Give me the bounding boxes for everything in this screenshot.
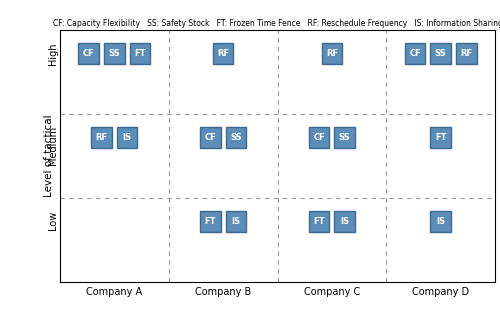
Text: SS: SS [108,49,120,58]
Text: CF: CF [83,49,94,58]
Text: Medium: Medium [48,126,58,166]
FancyBboxPatch shape [430,211,451,232]
Text: IS: IS [340,217,349,226]
Text: CF: CF [204,133,216,142]
Text: RF: RF [217,49,229,58]
Text: FT: FT [204,217,216,226]
Text: SS: SS [339,133,350,142]
Text: Low: Low [48,210,58,229]
FancyBboxPatch shape [430,43,451,64]
Text: FT: FT [435,133,446,142]
Text: FT: FT [134,49,145,58]
FancyBboxPatch shape [226,211,246,232]
Text: IS: IS [232,217,240,226]
FancyBboxPatch shape [334,127,355,148]
Text: RF: RF [460,49,472,58]
Text: High: High [48,42,58,65]
Text: CF: CF [313,133,325,142]
FancyBboxPatch shape [200,127,220,148]
Text: FT: FT [314,217,325,226]
FancyBboxPatch shape [322,43,342,64]
Y-axis label: Level of tactical: Level of tactical [44,115,54,197]
Text: IS: IS [122,133,132,142]
FancyBboxPatch shape [92,127,112,148]
FancyBboxPatch shape [226,127,246,148]
FancyBboxPatch shape [200,211,220,232]
FancyBboxPatch shape [334,211,355,232]
FancyBboxPatch shape [78,43,99,64]
FancyBboxPatch shape [456,43,476,64]
FancyBboxPatch shape [430,127,451,148]
FancyBboxPatch shape [309,127,330,148]
Text: IS: IS [436,217,445,226]
FancyBboxPatch shape [117,127,138,148]
Text: SS: SS [435,49,446,58]
FancyBboxPatch shape [104,43,124,64]
Text: SS: SS [230,133,241,142]
FancyBboxPatch shape [130,43,150,64]
FancyBboxPatch shape [213,43,234,64]
Title: CF: Capacity Flexibility   SS: Safety Stock   FT: Frozen Time Fence   RF: Resche: CF: Capacity Flexibility SS: Safety Stoc… [52,18,500,28]
FancyBboxPatch shape [404,43,425,64]
Text: CF: CF [409,49,421,58]
FancyBboxPatch shape [309,211,330,232]
Text: RF: RF [326,49,338,58]
Text: RF: RF [96,133,108,142]
